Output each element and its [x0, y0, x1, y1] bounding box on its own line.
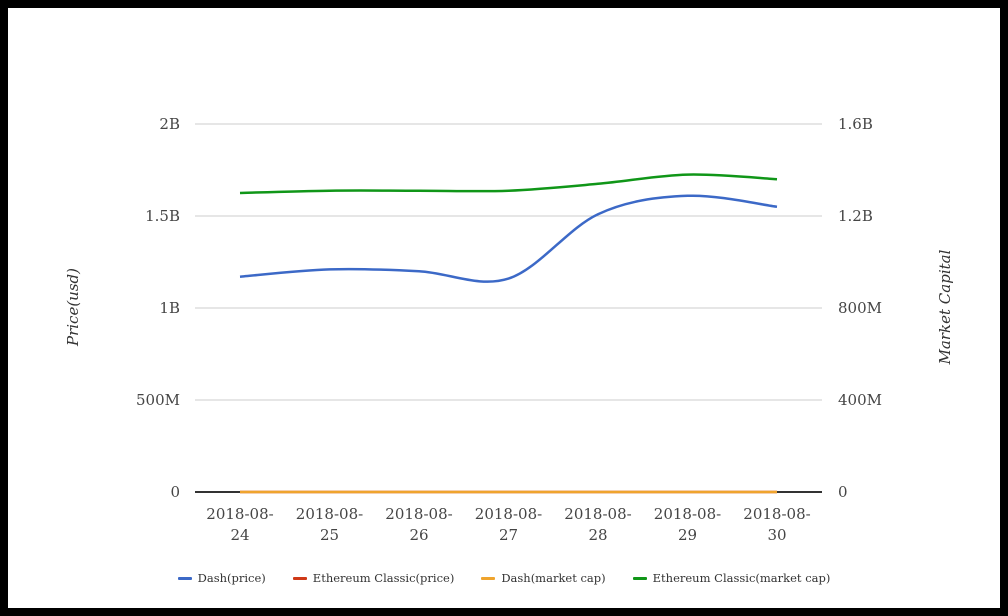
- x-axis-date-label: 2018-08-27: [474, 505, 543, 544]
- legend-label: Ethereum Classic(market cap): [652, 571, 831, 585]
- left-axis-tick: 2B: [159, 115, 180, 133]
- legend-label: Ethereum Classic(price): [312, 571, 455, 585]
- legend-item-dash-price[interactable]: Dash(price): [177, 571, 266, 585]
- x-axis-date-label: 2018-08-24: [206, 505, 274, 544]
- right-axis-tick: 0: [838, 483, 848, 501]
- x-axis-date-label: 2018-08-30: [743, 505, 811, 544]
- legend-swatch-ethereum-classic-market-cap: [632, 576, 647, 580]
- left-axis-tick: 500M: [136, 391, 180, 409]
- legend-swatch-ethereum-classic-price: [292, 576, 307, 580]
- x-axis-date-label: 2018-08-26: [385, 505, 453, 544]
- left-axis-tick: 1.5B: [145, 207, 180, 225]
- legend-item-ethereum-classic-market-cap[interactable]: Ethereum Classic(market cap): [632, 571, 831, 585]
- right-axis-tick: 1.6B: [838, 115, 873, 133]
- left-axis-title: Price(usd): [64, 268, 82, 347]
- left-axis-tick: 1B: [159, 299, 180, 317]
- legend-label: Dash(price): [197, 571, 266, 585]
- legend-swatch-dash-price: [177, 576, 192, 580]
- right-axis-tick: 800M: [838, 299, 882, 317]
- legend-swatch-dash-market-cap: [481, 576, 496, 580]
- chart-legend: Dash(price) Ethereum Classic(price) Dash…: [8, 566, 1000, 590]
- legend-item-dash-market-cap[interactable]: Dash(market cap): [481, 571, 606, 585]
- left-axis-tick: 0: [170, 483, 180, 501]
- right-axis-tick: 1.2B: [838, 207, 873, 225]
- x-axis-date-label: 2018-08-28: [564, 505, 632, 544]
- line-chart-plot-area: [195, 123, 822, 494]
- right-axis-tick: 400M: [838, 391, 882, 409]
- legend-label: Dash(market cap): [501, 571, 606, 585]
- chart-page: 2B 1.5B 1B 500M 0 1.6B 1.2B 800M 400M 0 …: [8, 8, 1000, 608]
- right-axis-title: Market Capital: [936, 249, 954, 365]
- legend-item-ethereum-classic-price[interactable]: Ethereum Classic(price): [292, 571, 455, 585]
- x-axis-date-label: 2018-08-25: [295, 505, 364, 544]
- x-axis-date-label: 2018-08-29: [653, 505, 722, 544]
